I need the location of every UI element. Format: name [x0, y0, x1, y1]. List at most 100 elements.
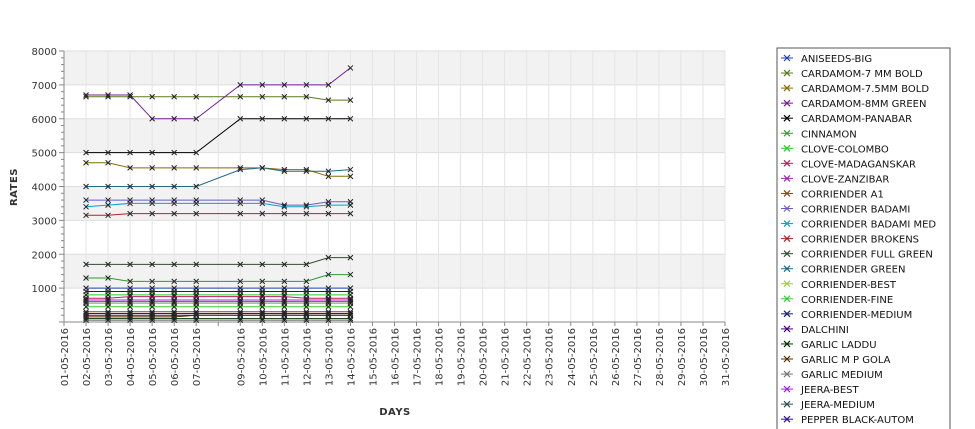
data-point [347, 317, 354, 324]
legend-marker [783, 280, 791, 288]
series-line [86, 118, 351, 154]
legend-item: CORRIENDER-BEST [781, 280, 897, 291]
legend-marker [783, 370, 791, 378]
data-point [259, 317, 266, 324]
series-line [85, 202, 351, 208]
data-point [281, 168, 288, 175]
series-17 [83, 303, 354, 310]
data-point [237, 278, 244, 285]
legend-label: JEERA-BEST [800, 385, 860, 396]
series-22 [83, 317, 354, 324]
data-point [83, 183, 89, 190]
legend-label: CARDAMOM-8MM GREEN [801, 99, 926, 110]
data-point [281, 82, 288, 88]
data-point [83, 261, 89, 268]
data-point [193, 210, 200, 217]
data-point [281, 115, 288, 122]
legend-item: ANISEEDS-BIG [781, 54, 872, 65]
data-point [325, 202, 332, 208]
legend-label: CARDAMOM-7.5MM BOLD [801, 84, 929, 95]
data-point [303, 288, 310, 295]
data-point [83, 317, 89, 324]
series-line [86, 213, 351, 216]
data-point [347, 288, 354, 295]
data-point [127, 310, 133, 317]
series-11 [83, 197, 354, 208]
data-point [83, 275, 89, 281]
data-point [149, 288, 155, 295]
legend-label: ANISEEDS-BIG [801, 54, 872, 65]
legend-label: CARDAMOM-7 MM BOLD [801, 69, 923, 80]
legend-box [776, 47, 951, 429]
data-point [347, 65, 354, 71]
legend-label: CARDAMOM-PANABAR [801, 114, 912, 125]
data-point [347, 173, 354, 180]
data-point [171, 310, 178, 317]
data-point [171, 210, 178, 217]
legend-item: CARDAMOM-7 MM BOLD [781, 69, 923, 80]
series-4 [83, 65, 354, 122]
data-point [237, 115, 244, 122]
data-point [325, 97, 332, 103]
series-layer [83, 65, 354, 324]
data-point [303, 310, 310, 317]
data-point [171, 288, 178, 295]
data-point [259, 310, 266, 317]
legend-item: CORRIENDER BROKENS [781, 235, 919, 246]
x-tick-label: 25-05-2016 [589, 328, 600, 386]
data-point [127, 210, 133, 217]
legend-label: GARLIC LADDU [801, 340, 877, 351]
data-point [149, 183, 155, 190]
x-tick-label: 22-05-2016 [523, 328, 534, 386]
legend-marker [783, 84, 791, 92]
data-point [105, 310, 111, 317]
data-point [325, 82, 332, 88]
data-point [237, 166, 244, 173]
data-point [193, 278, 200, 285]
series-18 [83, 288, 354, 295]
legend-item: CARDAMOM-8MM GREEN [781, 99, 926, 110]
legend-label: GARLIC MEDIUM [801, 370, 883, 381]
y-tick-label: 4000 [32, 183, 57, 194]
data-point [259, 210, 266, 217]
legend-item: CORRIENDER BADAMI [781, 205, 910, 216]
legend-marker [783, 159, 791, 167]
legend-marker [783, 355, 791, 363]
data-point [281, 261, 288, 268]
data-point [193, 317, 200, 324]
legend-marker [783, 385, 791, 393]
data-point [237, 93, 244, 100]
data-point [105, 298, 111, 305]
legend-item: CORRIENDER FULL GREEN [781, 250, 933, 261]
legend-item: CORRIENDER-FINE [781, 295, 893, 306]
data-point [303, 261, 310, 268]
data-point [281, 278, 288, 285]
data-point [193, 303, 200, 310]
data-point [325, 288, 332, 295]
data-point [303, 317, 310, 324]
legend-label: DALCHINI [801, 325, 849, 336]
series-line [86, 167, 351, 187]
data-point [347, 97, 354, 103]
data-point [325, 271, 332, 278]
x-tick-label: 10-05-2016 [258, 328, 269, 386]
x-axis-title: DAYS [379, 407, 411, 418]
data-point [237, 288, 244, 295]
data-point [281, 317, 288, 324]
data-point [237, 298, 244, 305]
legend-item: GARLIC LADDU [781, 340, 877, 351]
data-point [303, 210, 310, 217]
axes: 1000 2000 3000 4000 5000 6000 7000 8000 01-05-20… [32, 47, 732, 386]
data-point [171, 165, 178, 171]
x-tick-label: 18-05-2016 [435, 328, 446, 386]
legend: ANISEEDS-BIG CARDAMOM-7 MM BOLD CARDAMOM-7… [776, 47, 951, 429]
data-point [193, 93, 200, 100]
data-point [193, 183, 200, 190]
x-tick-label: 16-05-2016 [391, 328, 402, 386]
data-point [237, 82, 244, 88]
data-point [347, 310, 354, 317]
data-point [193, 165, 200, 171]
legend-item: CORRIENDER A1 [781, 189, 884, 200]
data-point [281, 288, 288, 295]
data-point [127, 183, 133, 190]
